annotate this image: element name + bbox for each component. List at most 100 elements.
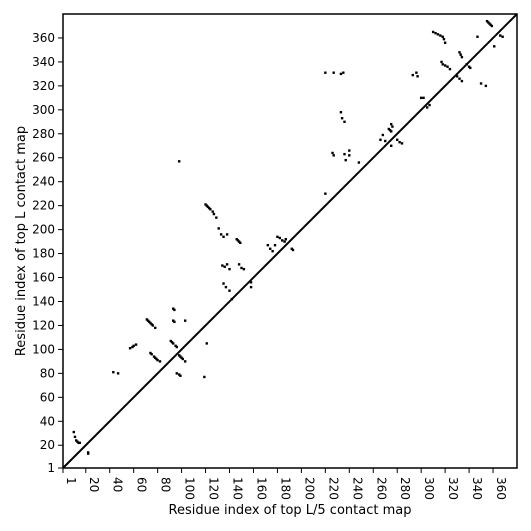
contact-point — [183, 360, 187, 363]
contact-point — [493, 45, 496, 48]
contact-point — [156, 358, 159, 362]
y-tick-label: 20 — [40, 438, 55, 452]
contact-point — [205, 342, 208, 345]
diagonal-line — [62, 13, 518, 469]
y-tick-label: 100 — [32, 342, 55, 356]
contact-point — [219, 233, 223, 236]
contact-point — [204, 203, 207, 206]
x-tick-label: 360 — [494, 477, 508, 500]
contact-point — [284, 238, 288, 241]
x-tick-label: 40 — [111, 477, 125, 492]
y-tick-label: 360 — [32, 31, 55, 45]
contact-point — [381, 133, 385, 137]
y-tick-label: 120 — [32, 318, 55, 332]
contact-point — [439, 34, 442, 37]
contact-point — [154, 326, 157, 330]
contact-point — [211, 210, 214, 213]
contact-point — [441, 63, 444, 66]
contact-point — [170, 341, 174, 344]
contact-point — [339, 72, 343, 76]
contact-point — [172, 342, 175, 345]
x-tick-label: 220 — [326, 477, 340, 500]
contact-point — [348, 154, 351, 157]
contact-point — [150, 353, 153, 356]
contact-point — [343, 120, 346, 124]
contact-point — [434, 31, 437, 35]
contact-point — [458, 77, 461, 80]
contact-point — [154, 356, 157, 359]
contact-point — [332, 71, 335, 74]
contact-point — [225, 263, 229, 266]
x-tick-label: 240 — [350, 477, 364, 500]
x-tick-label: 320 — [446, 477, 460, 500]
y-tick-label: 180 — [32, 247, 55, 261]
y-tick-label: 140 — [32, 294, 55, 308]
y-tick-label: 280 — [32, 127, 55, 141]
contact-point — [485, 19, 489, 23]
contact-point — [476, 35, 479, 38]
contact-point — [283, 240, 286, 243]
y-tick-label: 1 — [47, 461, 55, 475]
contact-point — [342, 71, 345, 74]
contact-point — [460, 79, 464, 83]
contact-point — [183, 319, 187, 322]
y-axis-ticks: 1204060801001201401601802002202402602803… — [32, 31, 63, 475]
y-tick-label: 40 — [40, 414, 55, 428]
contact-point — [400, 142, 404, 145]
contact-point — [324, 192, 327, 195]
contact-point — [222, 235, 225, 239]
x-tick-label: 300 — [422, 477, 436, 500]
contact-point — [237, 263, 241, 266]
contact-point — [180, 356, 183, 359]
contact-point — [384, 139, 387, 143]
contact-point — [489, 23, 492, 26]
y-tick-label: 200 — [32, 223, 55, 237]
contact-point — [501, 35, 504, 38]
x-tick-label: 200 — [302, 477, 316, 500]
contact-point — [269, 247, 272, 250]
contact-point — [172, 319, 175, 322]
x-tick-label: 100 — [183, 477, 197, 500]
contact-point — [134, 343, 138, 346]
contact-point — [428, 103, 431, 107]
contact-point — [228, 289, 231, 292]
contact-point — [425, 106, 429, 109]
contact-point — [112, 370, 115, 374]
contact-point — [217, 227, 220, 230]
contact-point — [488, 22, 491, 25]
contact-point — [348, 149, 351, 152]
y-tick-label: 300 — [32, 103, 55, 117]
data-points — [72, 19, 504, 455]
contact-point — [379, 138, 382, 141]
contact-point — [343, 152, 346, 156]
contact-point — [390, 144, 393, 147]
y-axis-label: Residue index of top L contact map — [14, 126, 29, 356]
contact-point — [446, 65, 449, 68]
contact-point — [146, 319, 150, 322]
contact-point — [225, 233, 229, 236]
contact-point — [266, 243, 270, 247]
contact-point — [357, 161, 361, 164]
contact-point — [116, 372, 120, 375]
x-tick-label: 20 — [87, 477, 101, 492]
contact-point — [128, 347, 132, 350]
contact-point — [203, 375, 206, 379]
contact-point — [209, 208, 212, 211]
contact-point — [273, 243, 277, 247]
contact-point — [291, 248, 295, 252]
contact-point — [390, 123, 393, 126]
contact-point — [86, 452, 90, 455]
y-tick-label: 60 — [40, 390, 55, 404]
contact-point — [145, 318, 149, 321]
contact-point — [455, 75, 459, 78]
contact-point — [442, 37, 446, 41]
contact-point — [479, 82, 483, 85]
contact-point — [73, 435, 77, 439]
contact-point — [431, 30, 435, 34]
contact-point — [448, 67, 452, 71]
contact-point — [175, 345, 178, 349]
contact-point — [224, 285, 228, 289]
contact-point — [411, 73, 414, 77]
contact-point — [179, 374, 182, 377]
contact-point — [415, 71, 418, 74]
